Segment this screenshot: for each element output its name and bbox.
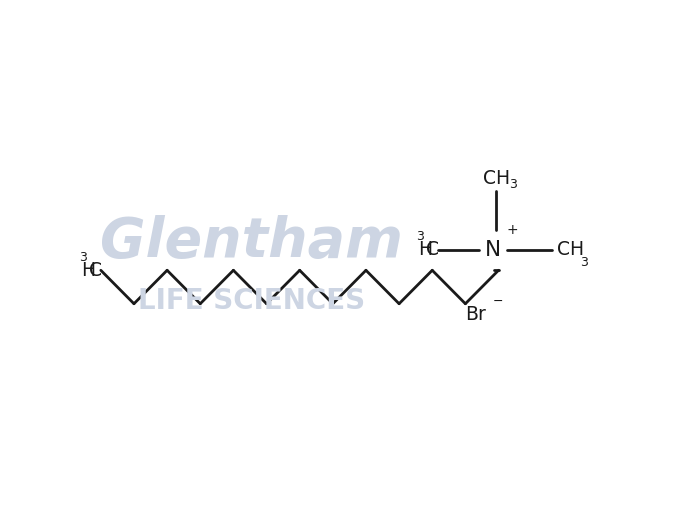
Text: −: − [493,295,503,308]
Text: LIFE SCIENCES: LIFE SCIENCES [138,287,365,315]
Text: H: H [418,240,432,259]
Text: 3: 3 [580,256,588,269]
Text: Glentham: Glentham [100,215,403,269]
Text: CH: CH [483,169,510,188]
Text: +: + [507,223,519,237]
Text: 3: 3 [509,177,516,190]
Text: C: C [426,240,439,259]
Text: C: C [89,261,102,280]
Text: CH: CH [557,240,585,259]
Text: 3: 3 [79,251,87,264]
Text: H: H [81,261,95,280]
Text: 3: 3 [416,230,424,243]
Text: N: N [485,240,501,259]
Text: Br: Br [466,305,487,323]
